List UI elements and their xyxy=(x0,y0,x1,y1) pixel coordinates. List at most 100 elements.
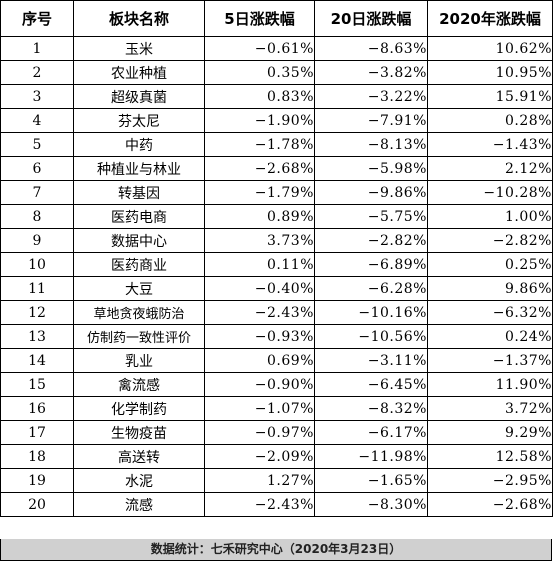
cell-20day-change: −6.28% xyxy=(314,276,428,301)
table-row: 19 水泥 1.27% −1.65% −2.95% xyxy=(0,468,553,493)
cell-5day-change: −0.40% xyxy=(204,276,315,301)
cell-5day-change: −1.78% xyxy=(204,132,315,157)
cell-20day-change: −1.65% xyxy=(314,468,428,493)
cell-20day-change: −3.82% xyxy=(314,60,428,85)
cell-index: 15 xyxy=(0,372,74,397)
cell-5day-change: −0.93% xyxy=(204,324,315,349)
header-row: 序号 板块名称 5日涨跌幅 20日涨跌幅 2020年涨跌幅 xyxy=(0,0,553,37)
table-row: 15 禽流感 −0.90% −6.45% 11.90% xyxy=(0,372,553,397)
cell-sector-name: 高送转 xyxy=(73,444,205,469)
table-row: 20 流感 −2.43% −8.30% −2.68% xyxy=(0,492,553,517)
cell-2020-change: −6.32% xyxy=(427,300,553,325)
table-row: 13 仿制药一致性评价 −0.93% −10.56% 0.24% xyxy=(0,324,553,349)
cell-index: 11 xyxy=(0,276,74,301)
cell-index: 2 xyxy=(0,60,74,85)
cell-20day-change: −8.30% xyxy=(314,492,428,517)
cell-20day-change: −2.82% xyxy=(314,228,428,253)
cell-index: 12 xyxy=(0,300,74,325)
cell-sector-name: 草地贪夜蛾防治 xyxy=(73,300,205,325)
cell-index: 7 xyxy=(0,180,74,205)
cell-2020-change: −1.37% xyxy=(427,348,553,373)
cell-20day-change: −10.16% xyxy=(314,300,428,325)
cell-2020-change: 12.58% xyxy=(427,444,553,469)
cell-5day-change: −1.90% xyxy=(204,108,315,133)
cell-2020-change: −2.95% xyxy=(427,468,553,493)
cell-index: 16 xyxy=(0,396,74,421)
table-row: 9 数据中心 3.73% −2.82% −2.82% xyxy=(0,228,553,253)
cell-20day-change: −5.75% xyxy=(314,204,428,229)
cell-sector-name: 大豆 xyxy=(73,276,205,301)
header-2020-change: 2020年涨跌幅 xyxy=(427,0,553,37)
cell-20day-change: −8.13% xyxy=(314,132,428,157)
cell-index: 14 xyxy=(0,348,74,373)
cell-sector-name: 玉米 xyxy=(73,36,205,61)
cell-2020-change: 9.29% xyxy=(427,420,553,445)
header-sector-name: 板块名称 xyxy=(73,0,205,37)
cell-sector-name: 医药电商 xyxy=(73,204,205,229)
cell-index: 18 xyxy=(0,444,74,469)
table-row: 14 乳业 0.69% −3.11% −1.37% xyxy=(0,348,553,373)
table-row: 5 中药 −1.78% −8.13% −1.43% xyxy=(0,132,553,157)
cell-sector-name: 仿制药一致性评价 xyxy=(73,324,205,349)
cell-5day-change: −2.09% xyxy=(204,444,315,469)
footer-text: 数据统计：七禾研究中心（2020年3月23日） xyxy=(150,542,402,556)
table-row: 6 种植业与林业 −2.68% −5.98% 2.12% xyxy=(0,156,553,181)
table-row: 7 转基因 −1.79% −9.86% −10.28% xyxy=(0,180,553,205)
cell-sector-name: 转基因 xyxy=(73,180,205,205)
table-row: 1 玉米 −0.61% −8.63% 10.62% xyxy=(0,36,553,61)
cell-5day-change: −0.90% xyxy=(204,372,315,397)
cell-5day-change: −0.97% xyxy=(204,420,315,445)
cell-20day-change: −3.22% xyxy=(314,84,428,109)
table-row: 11 大豆 −0.40% −6.28% 9.86% xyxy=(0,276,553,301)
cell-sector-name: 流感 xyxy=(73,492,205,517)
cell-2020-change: 3.72% xyxy=(427,396,553,421)
cell-index: 1 xyxy=(0,36,74,61)
cell-5day-change: −2.43% xyxy=(204,492,315,517)
cell-index: 20 xyxy=(0,492,74,517)
table-row: 16 化学制药 −1.07% −8.32% 3.72% xyxy=(0,396,553,421)
table-row: 10 医药商业 0.11% −6.89% 0.25% xyxy=(0,252,553,277)
cell-sector-name: 生物疫苗 xyxy=(73,420,205,445)
cell-20day-change: −8.63% xyxy=(314,36,428,61)
cell-index: 8 xyxy=(0,204,74,229)
cell-20day-change: −6.45% xyxy=(314,372,428,397)
cell-sector-name: 超级真菌 xyxy=(73,84,205,109)
cell-index: 19 xyxy=(0,468,74,493)
cell-2020-change: −1.43% xyxy=(427,132,553,157)
cell-2020-change: 1.00% xyxy=(427,204,553,229)
table-row: 18 高送转 −2.09% −11.98% 12.58% xyxy=(0,444,553,469)
cell-20day-change: −6.89% xyxy=(314,252,428,277)
cell-5day-change: −1.07% xyxy=(204,396,315,421)
cell-20day-change: −5.98% xyxy=(314,156,428,181)
cell-index: 9 xyxy=(0,228,74,253)
cell-index: 6 xyxy=(0,156,74,181)
cell-20day-change: −6.17% xyxy=(314,420,428,445)
header-20day-change: 20日涨跌幅 xyxy=(314,0,428,37)
cell-20day-change: −10.56% xyxy=(314,324,428,349)
cell-2020-change: −2.68% xyxy=(427,492,553,517)
cell-index: 10 xyxy=(0,252,74,277)
cell-5day-change: 1.27% xyxy=(204,468,315,493)
cell-sector-name: 中药 xyxy=(73,132,205,157)
table-row: 8 医药电商 0.89% −5.75% 1.00% xyxy=(0,204,553,229)
cell-index: 3 xyxy=(0,84,74,109)
cell-5day-change: 0.11% xyxy=(204,252,315,277)
cell-5day-change: 0.89% xyxy=(204,204,315,229)
cell-index: 5 xyxy=(0,132,74,157)
cell-2020-change: 9.86% xyxy=(427,276,553,301)
cell-sector-name: 数据中心 xyxy=(73,228,205,253)
cell-20day-change: −8.32% xyxy=(314,396,428,421)
table-row: 2 农业种植 0.35% −3.82% 10.95% xyxy=(0,60,553,85)
cell-5day-change: −2.68% xyxy=(204,156,315,181)
cell-2020-change: 10.62% xyxy=(427,36,553,61)
cell-2020-change: −10.28% xyxy=(427,180,553,205)
cell-20day-change: −7.91% xyxy=(314,108,428,133)
cell-sector-name: 乳业 xyxy=(73,348,205,373)
cell-2020-change: 0.28% xyxy=(427,108,553,133)
cell-2020-change: 2.12% xyxy=(427,156,553,181)
cell-5day-change: −0.61% xyxy=(204,36,315,61)
cell-20day-change: −9.86% xyxy=(314,180,428,205)
cell-20day-change: −11.98% xyxy=(314,444,428,469)
cell-2020-change: 15.91% xyxy=(427,84,553,109)
